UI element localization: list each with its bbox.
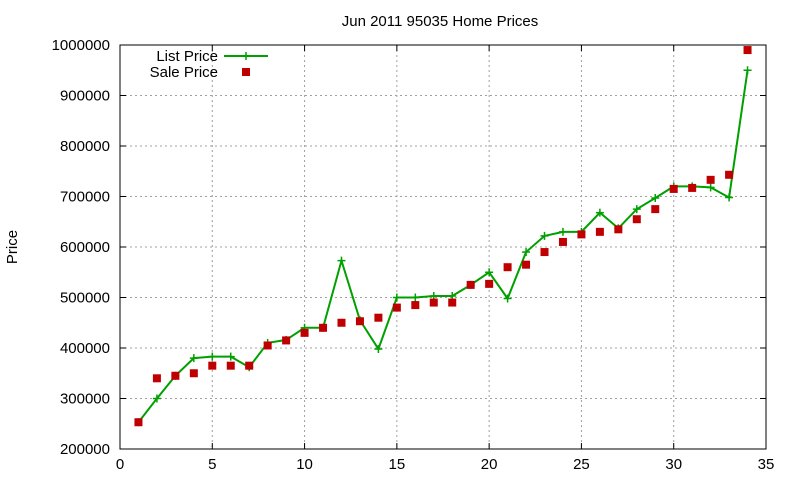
legend-label: List Price [156,48,218,65]
series-lines [137,70,749,423]
list-price-point [226,352,235,361]
sale-price-point [245,361,254,370]
sale-price-point [688,183,697,192]
list-price-point [485,268,494,277]
sale-price-point [503,263,512,272]
sale-price-point [725,170,734,179]
list-price-point [540,231,549,240]
x-tick-label: 15 [389,456,406,473]
sale-price-point [355,317,364,326]
x-tick-label: 20 [481,456,498,473]
list-price-point [208,352,217,361]
x-tick-label: 5 [208,456,216,473]
sale-price-point [189,369,198,378]
legend-label: Sale Price [150,64,218,81]
sale-price-point [540,248,549,257]
list-price-point [595,208,604,217]
x-tick-label: 30 [665,456,682,473]
sale-price-point [152,374,161,383]
y-axis-label: Price [4,230,21,264]
list-price-point [337,256,346,265]
sale-price-point [558,237,567,246]
sale-price-point [411,301,420,310]
sale-price-point [171,371,180,380]
sale-price-point [337,318,346,327]
plot-frame [119,44,767,450]
sale-price-point [429,298,438,307]
sale-price-point [743,46,752,55]
sale-price-point [485,279,494,288]
chart-title: Jun 2011 95035 Home Prices [342,13,539,30]
sale-price-point [374,313,383,322]
y-tick-label: 200000 [60,441,110,458]
sale-price-point [466,280,475,289]
list-price-point [503,294,512,303]
sale-price-point [577,230,586,239]
sale-price-point [263,341,272,350]
sale-price-point [522,260,531,269]
y-tick-label: 500000 [60,290,110,307]
sale-price-point [282,336,291,345]
grid [120,45,766,449]
x-tick-label: 0 [116,456,124,473]
list-price-point [743,66,752,75]
sale-price-point [669,184,678,193]
y-tick-label: 300000 [60,391,110,408]
list-price-line [137,70,749,423]
list-price-point [392,293,401,302]
y-tick-label: 1000000 [52,37,110,54]
sale-price-point [632,215,641,224]
list-price-point [522,248,531,257]
list-price-point [706,183,715,192]
legend-swatch-plus [242,52,250,60]
legend-swatch-square [242,68,250,76]
y-tick-label: 800000 [60,138,110,155]
y-tick-label: 900000 [60,88,110,105]
sale-price-point [226,361,235,370]
sale-price-point [614,225,623,234]
y-tick-label: 600000 [60,239,110,256]
list-price-point [651,194,660,203]
sale-price-point [300,328,309,337]
sale-price-point [595,227,604,236]
axis-ticks: 0 5 10 15 20 25 30 35 200000 300000 400000 500000 60… [52,37,775,473]
x-tick-label: 10 [296,456,313,473]
sale-price-point [392,303,401,312]
x-tick-label: 25 [573,456,590,473]
y-tick-label: 700000 [60,189,110,206]
list-price-point [411,293,420,302]
x-tick-label: 35 [758,456,775,473]
list-price-point [558,227,567,236]
sale-price-point [208,361,217,370]
sale-price-point [134,418,143,427]
series-markers [134,46,752,427]
y-tick-label: 400000 [60,340,110,357]
list-price-point [632,205,641,214]
sale-price-point [448,298,457,307]
list-price-point [725,193,734,202]
list-price-point [189,354,198,363]
sale-price-point [319,323,328,332]
list-price-point [152,394,161,403]
list-price-point [374,345,383,354]
sale-price-point [651,205,660,214]
sale-price-point [706,175,715,184]
